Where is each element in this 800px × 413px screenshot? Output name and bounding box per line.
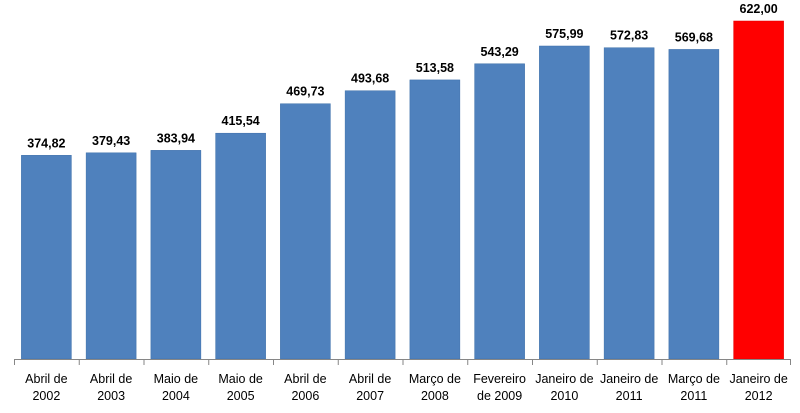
bar (280, 103, 331, 360)
x-tick-label: Março de 2011 (668, 372, 720, 403)
data-label: 415,54 (222, 114, 260, 128)
labels-layer: 374,82 Abril de 2002 379,43 Abril de 2003 383,… (25, 2, 788, 403)
data-label: 374,82 (27, 136, 65, 150)
x-tick-label: Março de 2008 (409, 372, 461, 403)
x-tick-label: Abril de 2003 (90, 372, 132, 403)
x-tick-label: Maio de 2005 (218, 372, 263, 403)
x-tick-label: Janeiro de 2011 (600, 372, 658, 403)
data-label: 622,00 (740, 2, 778, 16)
data-label: 513,58 (416, 61, 454, 75)
x-axis (14, 359, 791, 365)
bar (344, 90, 396, 360)
bar (215, 132, 266, 360)
data-label: 569,68 (675, 30, 713, 44)
data-label: 493,68 (351, 72, 389, 86)
x-tick-label: Janeiro de 2010 (535, 372, 593, 403)
bar (21, 155, 72, 360)
bar (603, 47, 655, 360)
data-label: 575,99 (545, 27, 583, 41)
bar (409, 79, 461, 360)
data-label: 383,94 (157, 131, 195, 145)
x-tick-label: Maio de 2004 (154, 372, 199, 403)
bar (668, 49, 720, 360)
bar (150, 150, 202, 360)
bar (733, 20, 784, 360)
data-label: 572,83 (610, 29, 648, 43)
data-label: 379,43 (92, 134, 130, 148)
bar (85, 152, 137, 360)
bars-layer (21, 20, 784, 360)
bar (474, 63, 525, 360)
x-tick-label: Abril de 2006 (284, 372, 326, 403)
bar (539, 45, 590, 360)
x-tick-label: Janeiro de 2012 (729, 372, 787, 403)
data-label: 543,29 (481, 45, 519, 59)
x-tick-label: Fevereiro de 2009 (473, 372, 526, 403)
data-label: 469,73 (286, 85, 324, 99)
x-tick-label: Abril de 2007 (349, 372, 391, 403)
x-tick-label: Abril de 2002 (25, 372, 67, 403)
